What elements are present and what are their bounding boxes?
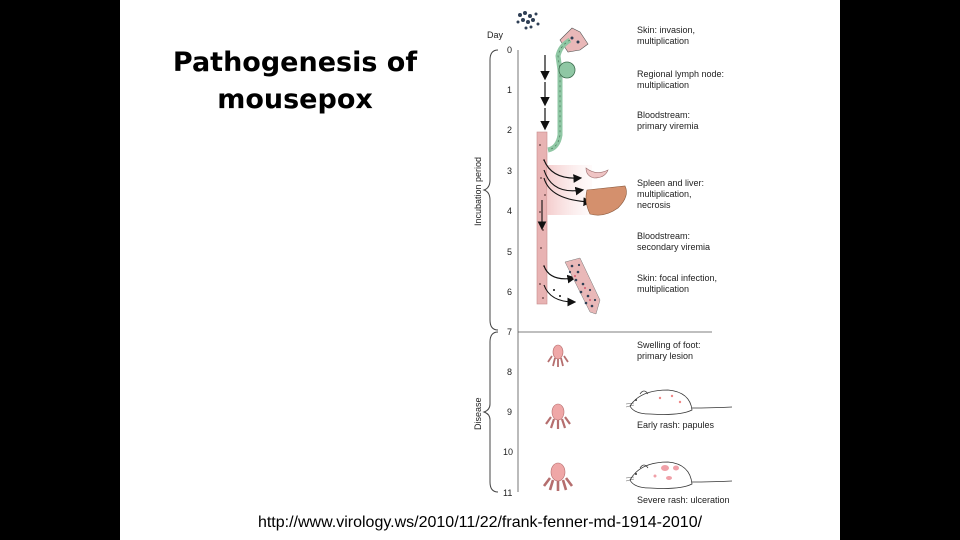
day-tick-0: 0 <box>507 45 512 55</box>
title-line-1: Pathogenesis of <box>172 47 418 78</box>
stage-5-line1: Bloodstream: <box>637 231 690 241</box>
virus-particles <box>516 11 540 30</box>
source-url: http://www.virology.ws/2010/11/22/frank-… <box>257 514 703 531</box>
arrow-to-spleen <box>543 159 583 183</box>
mouse-early-rash-icon <box>625 389 733 415</box>
liver-icon <box>585 185 627 216</box>
lymph-node-icon <box>558 61 576 79</box>
arrow-to-skin-1 <box>543 265 577 284</box>
skin-entry-icon <box>559 27 589 53</box>
foot-icon-severe <box>542 462 574 491</box>
title-line-2: mousepox <box>217 84 373 115</box>
day-axis: 0 1 2 3 4 5 6 7 8 9 10 11 <box>503 45 519 498</box>
stage-4-line2: multiplication, <box>637 189 692 199</box>
incubation-period-label: Incubation period <box>473 157 483 226</box>
day-tick-2: 2 <box>507 125 512 135</box>
stage-2-line2: multiplication <box>637 80 689 90</box>
arrow-to-skin-2 <box>543 284 577 307</box>
mouse-severe-rash-icon <box>625 461 733 489</box>
stage-7-line2: primary lesion <box>637 351 693 361</box>
stage-7-line1: Swelling of foot: <box>637 340 701 350</box>
spleen-icon <box>585 167 609 179</box>
day-tick-9: 9 <box>507 407 512 417</box>
stage-6-line1: Skin: focal infection, <box>637 273 717 283</box>
day-tick-10: 10 <box>503 447 513 457</box>
day-tick-6: 6 <box>507 287 512 297</box>
stage-4-line3: necrosis <box>637 200 671 210</box>
incubation-brace <box>482 49 499 331</box>
stage-4-line1: Spleen and liver: <box>637 178 704 188</box>
pathogenesis-diagram: Day 0 1 2 3 4 5 6 7 8 9 10 11 Incubation… <box>473 11 733 505</box>
stage-3-line2: primary viremia <box>637 121 699 131</box>
stage-1-line1: Skin: invasion, <box>637 25 695 35</box>
lymphatic-vessel <box>547 37 572 153</box>
stage-5-line2: secondary viremia <box>637 242 710 252</box>
stage-labels: Skin: invasion, multiplication Regional … <box>637 25 730 505</box>
day-tick-7: 7 <box>507 327 512 337</box>
infected-skin-icon <box>564 257 601 315</box>
day-tick-8: 8 <box>507 367 512 377</box>
foot-icon-mild <box>547 344 569 367</box>
stage-8-line1: Early rash: papules <box>637 420 715 430</box>
arrow-to-liver <box>543 169 585 196</box>
disease-period-label: Disease <box>473 397 483 430</box>
slide-title: Pathogenesis of mousepox <box>170 44 420 118</box>
day-tick-4: 4 <box>507 206 512 216</box>
disease-brace <box>482 331 499 493</box>
stage-3-line1: Bloodstream: <box>637 110 690 120</box>
day-axis-label: Day <box>487 30 504 40</box>
stage-6-line2: multiplication <box>637 284 689 294</box>
foot-icon-moderate <box>545 403 571 429</box>
stage-1-line2: multiplication <box>637 36 689 46</box>
day-tick-11: 11 <box>503 488 512 498</box>
day-tick-5: 5 <box>507 247 512 257</box>
day-tick-1: 1 <box>507 85 512 95</box>
day-tick-3: 3 <box>507 166 512 176</box>
arrow-to-liver-2 <box>543 177 593 207</box>
slide: Pathogenesis of mousepox Day 0 1 2 3 4 5… <box>120 0 840 540</box>
stage-9-line1: Severe rash: ulceration <box>637 495 730 505</box>
stage-2-line1: Regional lymph node: <box>637 69 724 79</box>
